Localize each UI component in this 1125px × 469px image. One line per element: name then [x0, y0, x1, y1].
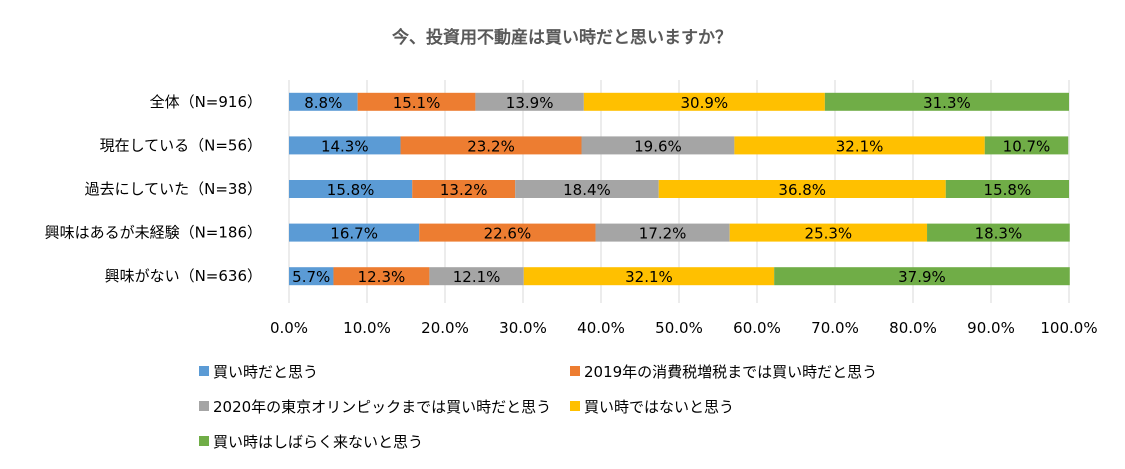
x-tick-label: 60.0%	[733, 319, 781, 337]
bar-segment	[658, 180, 946, 198]
data-label: 17.2%	[639, 225, 687, 243]
bar-segment	[984, 136, 1069, 155]
data-label: 32.1%	[836, 137, 884, 155]
data-label: 13.2%	[440, 181, 488, 199]
category-label: 興味はあるが未経験（N=186）	[45, 224, 262, 242]
x-tick-label: 20.0%	[421, 319, 469, 337]
x-tick-label: 0.0%	[270, 319, 308, 337]
category-label: 興味がない（N=636）	[105, 267, 262, 285]
data-label: 19.6%	[634, 137, 682, 155]
data-label: 25.3%	[805, 225, 853, 243]
chart-title: 今、投資用不動産は買い時だと思いますか？	[392, 27, 732, 48]
bar-segment	[289, 223, 420, 242]
bar-segment	[734, 136, 985, 155]
category-label: 現在している（N=56）	[100, 136, 262, 154]
data-label: 16.7%	[330, 225, 378, 243]
data-label: 30.9%	[681, 94, 729, 112]
x-tick-label: 70.0%	[811, 319, 859, 337]
x-tick-label: 30.0%	[499, 319, 547, 337]
legend-label: 2020年の東京オリンピックまでは買い時だと思う	[213, 398, 551, 416]
bar-segment	[419, 223, 596, 242]
data-label: 10.7%	[1003, 137, 1051, 155]
bar-segment	[583, 92, 825, 111]
data-label: 31.3%	[923, 94, 971, 112]
data-label: 18.3%	[975, 225, 1023, 243]
bar-segment	[581, 136, 735, 155]
legend-swatch	[199, 401, 209, 411]
data-label: 5.7%	[292, 268, 330, 286]
bar-segment	[927, 223, 1070, 242]
bar-segments: 8.8% 15.1% 13.9% 30.9% 31.3% 14.3% 23.2% 19.6% 3…	[289, 92, 1070, 286]
legend-label: 買い時だと思う	[213, 363, 318, 381]
bar-segment	[523, 267, 775, 286]
legend-swatch	[199, 366, 209, 376]
x-axis-ticks: 0.0% 10.0% 20.0% 30.0% 40.0% 50.0% 60.0% 70.0% 8…	[270, 319, 1098, 337]
x-tick-label: 50.0%	[655, 319, 703, 337]
data-label: 18.4%	[563, 181, 611, 199]
bar-segment	[824, 92, 1069, 111]
bar-segment	[400, 136, 582, 155]
bar-segment	[333, 267, 430, 286]
data-label: 15.8%	[984, 181, 1032, 199]
legend-swatch	[199, 436, 209, 446]
data-label: 12.1%	[453, 268, 501, 286]
legend-label: 2019年の消費税増税までは買い時だと思う	[584, 363, 877, 381]
category-labels: 全体（N=916） 現在している（N=56） 過去にしていた（N=38） 興味はあるが…	[45, 93, 262, 285]
data-label: 37.9%	[898, 268, 946, 286]
bar-segment	[515, 180, 659, 198]
legend-label: 買い時ではないと思う	[584, 398, 734, 416]
x-tick-label: 80.0%	[889, 319, 937, 337]
x-tick-label: 40.0%	[577, 319, 625, 337]
data-label: 15.1%	[393, 94, 441, 112]
bar-segment	[289, 136, 401, 155]
category-label: 全体（N=916）	[150, 93, 262, 111]
legend-swatch	[570, 366, 580, 376]
category-label: 過去にしていた（N=38）	[85, 180, 262, 198]
x-tick-label: 90.0%	[967, 319, 1015, 337]
data-label: 32.1%	[625, 268, 673, 286]
bar-segment	[289, 92, 358, 111]
bar-segment	[357, 92, 476, 111]
legend-swatch	[570, 401, 580, 411]
bar-segment	[475, 92, 584, 111]
x-tick-label: 100.0%	[1040, 319, 1097, 337]
data-label: 22.6%	[484, 225, 532, 243]
bar-segment	[289, 267, 334, 286]
data-label: 14.3%	[321, 137, 369, 155]
bar-segment	[595, 223, 730, 242]
bar-segment	[412, 180, 516, 198]
bar-segment	[429, 267, 524, 286]
x-tick-label: 10.0%	[343, 319, 391, 337]
data-label: 8.8%	[304, 94, 342, 112]
data-label: 13.9%	[506, 94, 554, 112]
bar-segment	[289, 180, 413, 198]
data-label: 23.2%	[467, 137, 515, 155]
bar-segment	[945, 180, 1069, 198]
bar-segment	[729, 223, 928, 242]
data-label: 15.8%	[327, 181, 375, 199]
data-label: 12.3%	[358, 268, 406, 286]
legend-label: 買い時はしばらく来ないと思う	[213, 433, 423, 451]
data-label: 36.8%	[778, 181, 826, 199]
bar-segment	[774, 267, 1070, 286]
legend: 買い時だと思う 2019年の消費税増税までは買い時だと思う 2020年の東京オリンピ…	[199, 363, 877, 451]
